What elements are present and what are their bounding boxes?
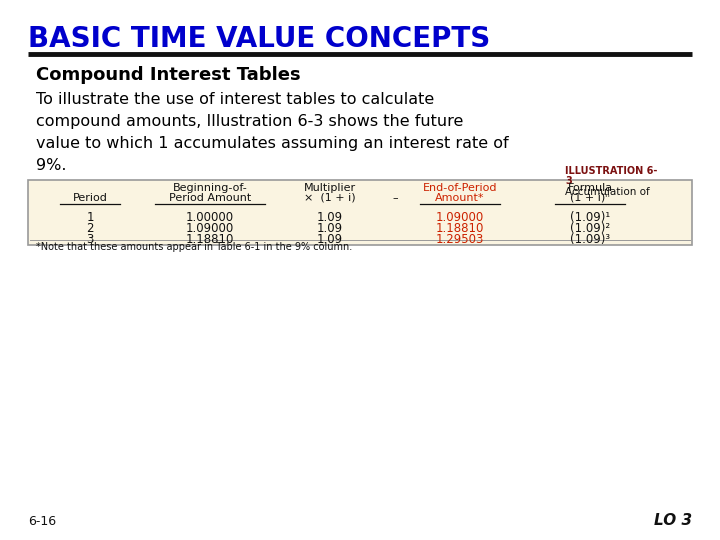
Text: 1.00000: 1.00000 [186, 211, 234, 224]
FancyBboxPatch shape [28, 180, 692, 245]
Text: End-of-Period: End-of-Period [423, 183, 498, 193]
Text: 3: 3 [86, 233, 94, 246]
Text: BASIC TIME VALUE CONCEPTS: BASIC TIME VALUE CONCEPTS [28, 25, 490, 53]
Text: 1.09: 1.09 [317, 222, 343, 235]
Text: LO 3: LO 3 [654, 513, 692, 528]
Text: *Note that these amounts appear in Table 6-1 in the 9% column.: *Note that these amounts appear in Table… [36, 242, 352, 252]
Text: 1.18810: 1.18810 [436, 222, 484, 235]
Text: Formula: Formula [567, 183, 613, 193]
Text: (1.09)³: (1.09)³ [570, 233, 610, 246]
Text: 3: 3 [565, 176, 572, 186]
Text: Multiplier: Multiplier [304, 183, 356, 193]
Text: 1.09000: 1.09000 [186, 222, 234, 235]
Text: (1 + i)ⁿ: (1 + i)ⁿ [570, 193, 610, 203]
Text: 1.18810: 1.18810 [186, 233, 234, 246]
Text: –: – [392, 193, 398, 203]
Text: 1.09: 1.09 [317, 211, 343, 224]
Text: 1.09: 1.09 [317, 233, 343, 246]
Text: value to which 1 accumulates assuming an interest rate of: value to which 1 accumulates assuming an… [36, 136, 508, 151]
Text: 2: 2 [86, 222, 94, 235]
Text: 1.29503: 1.29503 [436, 233, 484, 246]
Text: Compound Interest Tables: Compound Interest Tables [36, 66, 301, 84]
Text: 1.09000: 1.09000 [436, 211, 484, 224]
Text: ILLUSTRATION 6-: ILLUSTRATION 6- [565, 166, 657, 176]
Text: Amount*: Amount* [436, 193, 485, 203]
Text: Beginning-of-: Beginning-of- [173, 183, 248, 193]
Text: (1.09)¹: (1.09)¹ [570, 211, 610, 224]
Text: Period Amount: Period Amount [169, 193, 251, 203]
Text: To illustrate the use of interest tables to calculate: To illustrate the use of interest tables… [36, 92, 434, 107]
Text: 1: 1 [86, 211, 94, 224]
Text: Accumulation of: Accumulation of [565, 187, 649, 197]
Text: Period: Period [73, 193, 107, 203]
Text: 6-16: 6-16 [28, 515, 56, 528]
Text: 9%.: 9%. [36, 158, 66, 173]
Text: ×  (1 + i): × (1 + i) [304, 193, 356, 203]
Text: compound amounts, Illustration 6-3 shows the future: compound amounts, Illustration 6-3 shows… [36, 114, 464, 129]
Text: (1.09)²: (1.09)² [570, 222, 610, 235]
